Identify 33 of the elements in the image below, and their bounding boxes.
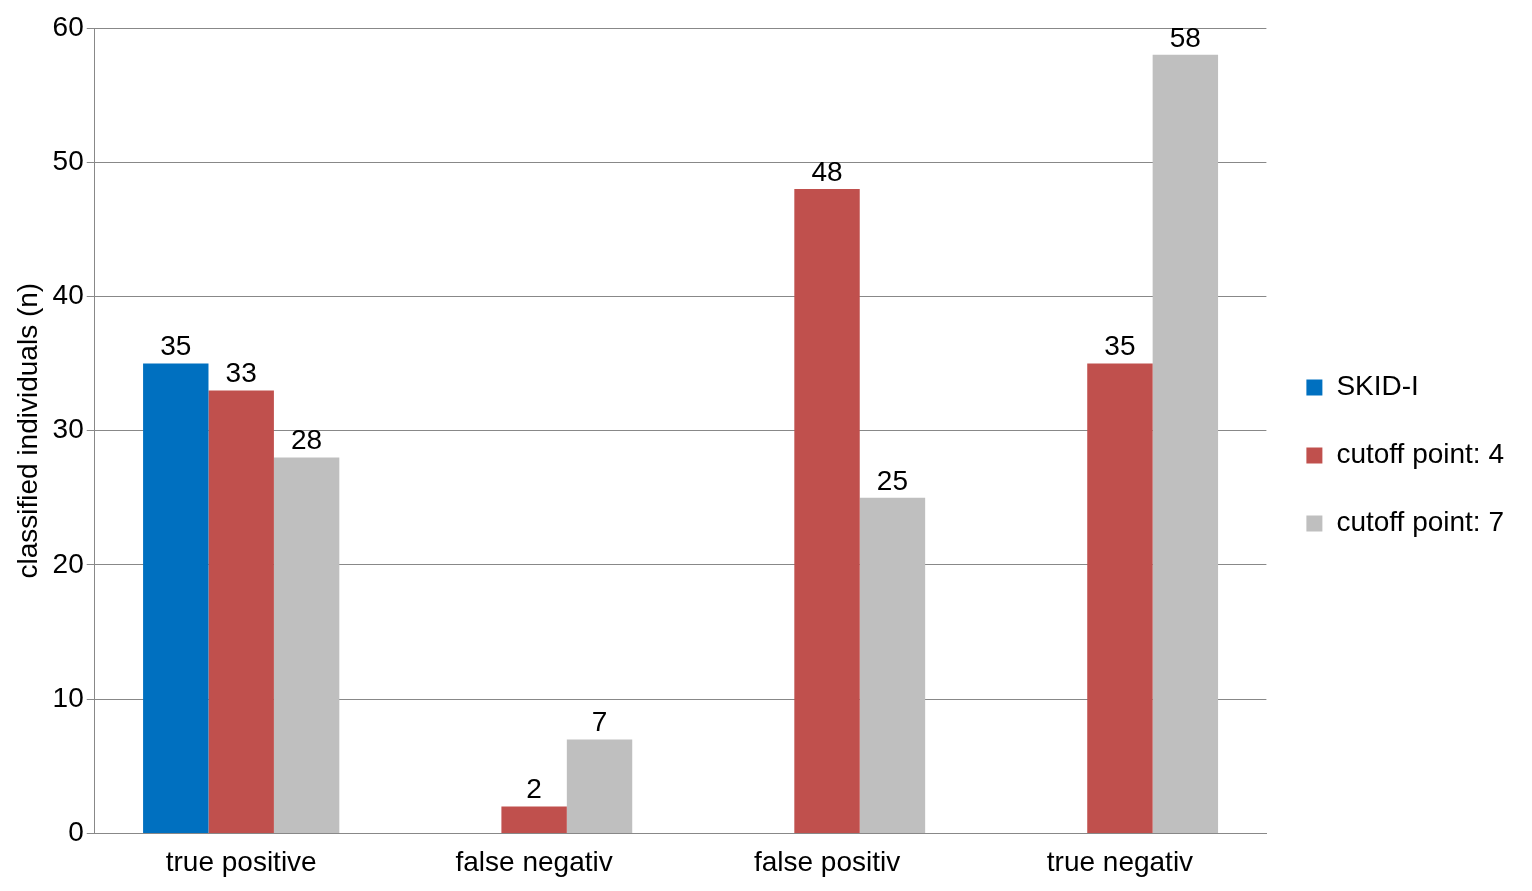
x-tick-label: true negativ xyxy=(1046,845,1194,877)
data-label: 2 xyxy=(526,773,542,805)
y-tick-label: 40 xyxy=(52,279,84,311)
y-tick-label: 20 xyxy=(52,547,84,579)
legend-label: SKID-I xyxy=(1336,370,1419,402)
y-axis-title: classified individuals (n) xyxy=(11,282,43,579)
data-label: 25 xyxy=(876,464,909,496)
data-label: 58 xyxy=(1169,21,1201,53)
data-label: 35 xyxy=(1104,330,1136,362)
legend-label: cutoff point: 7 xyxy=(1336,506,1505,538)
bar xyxy=(566,739,633,833)
y-tick-label: 0 xyxy=(68,816,84,848)
y-tick-label: 30 xyxy=(52,413,84,445)
bar xyxy=(1152,54,1219,833)
data-label: 7 xyxy=(591,706,608,738)
y-tick-label: 60 xyxy=(52,10,84,42)
legend-label: cutoff point: 4 xyxy=(1336,438,1505,470)
x-tick-label: false positiv xyxy=(753,845,901,877)
y-tick-label: 50 xyxy=(52,144,84,176)
bar xyxy=(1087,363,1153,833)
data-label: 48 xyxy=(811,155,843,187)
bar xyxy=(859,497,926,833)
bar xyxy=(143,363,209,833)
data-label: 28 xyxy=(291,424,323,456)
x-tick-label: true positive xyxy=(165,845,317,877)
data-label: 35 xyxy=(160,330,192,362)
bar xyxy=(501,806,567,833)
x-tick-label: false negativ xyxy=(455,845,613,877)
bar xyxy=(273,457,340,833)
y-tick-label: 10 xyxy=(52,681,84,713)
bar xyxy=(794,189,860,833)
data-label: 33 xyxy=(225,357,257,389)
bar xyxy=(208,390,274,833)
